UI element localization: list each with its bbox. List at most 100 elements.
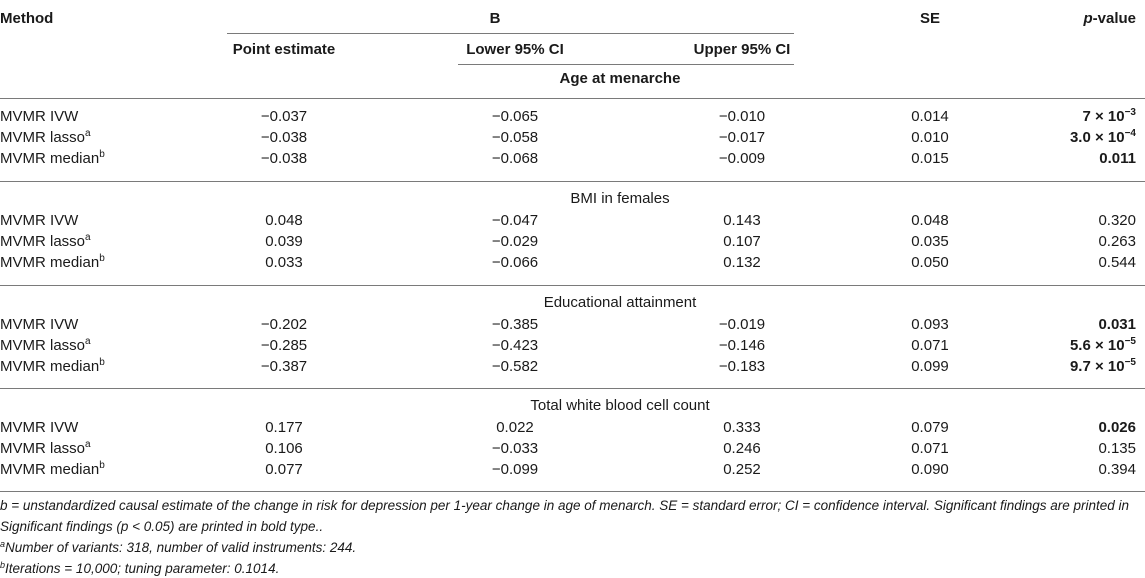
p-value-cell: 5.6 × 10−5 — [986, 337, 1136, 355]
method-label: MVMR IVW — [0, 316, 79, 333]
p-value-cell: 7 × 10−3 — [986, 108, 1136, 126]
lower-ci-cell: −0.065 — [491, 108, 539, 125]
group-rule — [0, 181, 1145, 182]
footnote-definitions: b = unstandardized causal estimate of th… — [0, 498, 1130, 513]
lower-ci-cell: −0.099 — [491, 461, 539, 478]
upper-ci-cell: −0.017 — [718, 129, 766, 146]
lower-ci-cell: −0.058 — [491, 129, 539, 146]
p-value-base: 5.6 × 10 — [1069, 337, 1125, 354]
method-superscript: b — [99, 149, 105, 160]
p-value-base: 0.320 — [1098, 212, 1136, 229]
header-lower-ci: Lower 95% CI — [466, 41, 564, 58]
p-value-cell: 0.394 — [986, 461, 1136, 479]
b-group-rule — [227, 33, 794, 34]
p-value-base: 0.135 — [1098, 440, 1136, 457]
p-value-cell: 0.263 — [986, 233, 1136, 251]
method-label: MVMR lasso — [0, 129, 86, 146]
table-row: MVMR medianb −0.387 −0.582 −0.183 0.099 9.7 ×… — [0, 358, 1145, 379]
lower-ci-cell: 0.022 — [496, 419, 534, 436]
se-cell: 0.035 — [911, 233, 949, 250]
p-value-base: 0.394 — [1098, 461, 1136, 478]
table-row: MVMR medianb 0.077 −0.099 0.252 0.090 0.394 — [0, 461, 1145, 482]
p-value-base: 0.031 — [1098, 316, 1136, 333]
footnote-significance: Significant findings (p < 0.05) are prin… — [0, 519, 324, 534]
header-p-value: p-value — [1000, 10, 1136, 28]
method-cell: MVMR lassoa — [0, 233, 91, 251]
footnote-a-mark: a — [0, 539, 6, 549]
group-title: BMI in females — [570, 190, 670, 207]
method-cell: MVMR IVW — [0, 316, 78, 334]
method-superscript: a — [85, 439, 91, 450]
p-value-base: 0.026 — [1098, 419, 1136, 436]
p-value-cell: 0.320 — [986, 212, 1136, 230]
p-value-base: 9.7 × 10 — [1069, 358, 1125, 375]
point-estimate-cell: −0.038 — [260, 129, 308, 146]
header-b-group: B — [489, 10, 501, 27]
method-superscript: a — [85, 128, 91, 139]
method-label: MVMR IVW — [0, 108, 79, 125]
method-cell: MVMR IVW — [0, 419, 78, 437]
point-estimate-cell: 0.077 — [265, 461, 303, 478]
p-value-cell: 0.031 — [986, 316, 1136, 334]
se-cell: 0.090 — [911, 461, 949, 478]
method-cell: MVMR medianb — [0, 461, 105, 479]
lower-ci-cell: −0.066 — [491, 254, 539, 271]
footnote-b-mark: b — [0, 560, 6, 570]
upper-ci-cell: 0.333 — [723, 419, 761, 436]
point-estimate-cell: 0.177 — [265, 419, 303, 436]
p-value-cell: 0.135 — [986, 440, 1136, 458]
table-row: MVMR IVW −0.202 −0.385 −0.019 0.093 0.031 — [0, 316, 1145, 337]
method-label: MVMR lasso — [0, 337, 86, 354]
method-superscript: b — [99, 357, 105, 368]
lower-ci-cell: −0.068 — [491, 150, 539, 167]
se-cell: 0.010 — [911, 129, 949, 146]
group-rule — [0, 285, 1145, 286]
method-label: MVMR lasso — [0, 440, 86, 457]
header-point-estimate: Point estimate — [232, 41, 336, 58]
method-label: MVMR IVW — [0, 212, 79, 229]
header-method: Method — [0, 10, 54, 27]
se-cell: 0.015 — [911, 150, 949, 167]
header-p-italic: p — [1083, 10, 1093, 27]
method-cell: MVMR lassoa — [0, 440, 91, 458]
method-cell: MVMR medianb — [0, 254, 105, 272]
se-cell: 0.014 — [911, 108, 949, 125]
se-cell: 0.093 — [911, 316, 949, 333]
upper-ci-cell: −0.009 — [718, 150, 766, 167]
upper-ci-cell: 0.132 — [723, 254, 761, 271]
lower-ci-cell: −0.423 — [491, 337, 539, 354]
table-row: MVMR IVW 0.177 0.022 0.333 0.079 0.026 — [0, 419, 1145, 440]
upper-ci-cell: 0.143 — [723, 212, 761, 229]
upper-ci-cell: −0.146 — [718, 337, 766, 354]
se-cell: 0.079 — [911, 419, 949, 436]
p-value-base: 0.263 — [1098, 233, 1136, 250]
point-estimate-cell: −0.037 — [260, 108, 308, 125]
table-row: MVMR lassoa −0.285 −0.423 −0.146 0.071 5.6 × … — [0, 337, 1145, 358]
method-label: MVMR median — [0, 461, 100, 478]
point-estimate-cell: −0.285 — [260, 337, 308, 354]
method-cell: MVMR lassoa — [0, 129, 91, 147]
upper-ci-cell: −0.010 — [718, 108, 766, 125]
method-superscript: a — [85, 336, 91, 347]
se-cell: 0.048 — [911, 212, 949, 229]
header-p-suffix: -value — [1092, 10, 1136, 27]
group-title: Age at menarche — [559, 70, 681, 87]
se-cell: 0.050 — [911, 254, 949, 271]
p-value-cell: 0.026 — [986, 419, 1136, 437]
method-cell: MVMR IVW — [0, 108, 78, 126]
point-estimate-cell: −0.202 — [260, 316, 308, 333]
p-value-base: 3.0 × 10 — [1069, 129, 1125, 146]
group-title: Total white blood cell count — [530, 397, 710, 414]
lower-ci-cell: −0.047 — [491, 212, 539, 229]
method-label: MVMR median — [0, 358, 100, 375]
p-value-base: 0.544 — [1098, 254, 1136, 271]
p-value-cell: 9.7 × 10−5 — [986, 358, 1136, 376]
method-label: MVMR median — [0, 150, 100, 167]
group-rule — [0, 388, 1145, 389]
p-value-exponent: −4 — [1124, 128, 1136, 139]
method-label: MVMR median — [0, 254, 100, 271]
table-row: MVMR lassoa 0.039 −0.029 0.107 0.035 0.263 — [0, 233, 1145, 254]
p-value-cell: 0.544 — [986, 254, 1136, 272]
method-superscript: a — [85, 232, 91, 243]
method-label: MVMR IVW — [0, 419, 79, 436]
